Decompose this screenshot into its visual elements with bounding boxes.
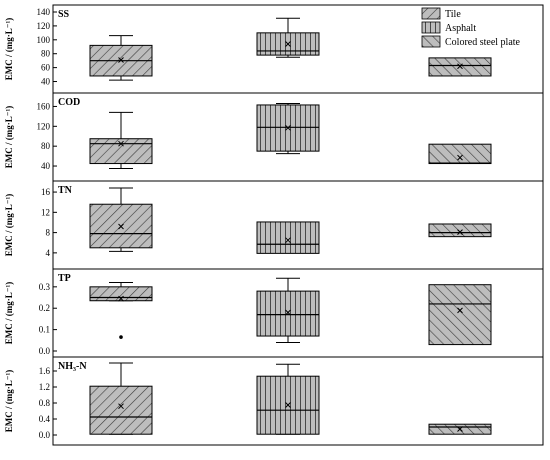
box-steel xyxy=(428,223,492,238)
y-tick-label: 0.0 xyxy=(39,346,51,356)
y-axis-label: EMC / (mg·L⁻¹) xyxy=(4,370,14,432)
y-tick-label: 0.3 xyxy=(39,282,51,292)
mean-marker xyxy=(285,309,291,316)
panels-layer: SS 40 60 80 100 120 140 EMC / (mg·L⁻¹) COD 40 80 12… xyxy=(4,4,544,446)
y-tick-label: 0.1 xyxy=(39,325,50,335)
box-steel xyxy=(428,57,492,77)
box-iqr xyxy=(428,284,492,346)
box-asphalt xyxy=(256,17,320,58)
y-tick-label: 140 xyxy=(37,7,51,17)
outlier-point xyxy=(119,335,123,339)
box-tile xyxy=(89,35,153,81)
y-tick-label: 16 xyxy=(41,187,51,197)
y-tick-label: 160 xyxy=(37,101,51,111)
mean-marker xyxy=(285,237,291,244)
mean-marker xyxy=(118,295,124,302)
box-iqr xyxy=(89,138,153,165)
box-tile xyxy=(89,282,153,339)
y-tick-label: 0.0 xyxy=(39,430,51,440)
panel-0: SS 40 60 80 100 120 140 EMC / (mg·L⁻¹) xyxy=(4,4,544,94)
panel-title: TN xyxy=(58,185,73,196)
panel-2: TN 4 8 12 16 EMC / (mg·L⁻¹) xyxy=(4,180,544,270)
y-axis-label: EMC / (mg·L⁻¹) xyxy=(4,18,14,80)
panel-title: SS xyxy=(58,9,70,20)
panel-title: COD xyxy=(58,97,80,108)
y-tick-label: 60 xyxy=(41,63,51,73)
panel-title: NH₃-N xyxy=(58,361,87,372)
box-iqr xyxy=(89,385,153,435)
panel-4: NH₃-N 0.0 0.4 0.8 1.2 1.6 EMC / (mg·L⁻¹) xyxy=(4,356,544,446)
y-axis-label: EMC / (mg·L⁻¹) xyxy=(4,282,14,344)
mean-marker xyxy=(457,307,463,314)
legend-label-asphalt: Asphalt xyxy=(445,23,476,34)
box-steel xyxy=(428,284,492,346)
y-tick-label: 0.2 xyxy=(39,303,50,313)
mean-marker xyxy=(457,63,463,70)
mean-marker xyxy=(457,154,463,161)
y-tick-label: 80 xyxy=(41,141,51,151)
mean-marker xyxy=(285,124,291,131)
box-steel xyxy=(428,143,492,165)
mean-marker xyxy=(457,426,463,432)
y-tick-label: 4 xyxy=(46,248,51,258)
y-tick-label: 120 xyxy=(37,121,51,131)
y-tick-label: 0.4 xyxy=(39,414,51,424)
panel-title: TP xyxy=(58,273,71,284)
y-tick-label: 0.8 xyxy=(39,398,51,408)
mean-marker xyxy=(285,402,291,408)
box-steel xyxy=(428,423,492,435)
y-tick-label: 100 xyxy=(37,35,51,45)
box-iqr xyxy=(428,223,492,238)
legend-swatch-asphalt xyxy=(421,21,441,34)
legend-swatch-steel xyxy=(421,35,441,48)
y-tick-label: 80 xyxy=(41,49,51,59)
y-axis-label: EMC / (mg·L⁻¹) xyxy=(4,194,14,256)
mean-marker xyxy=(118,223,124,230)
y-axis-label: EMC / (mg·L⁻¹) xyxy=(4,106,14,168)
panel-frame xyxy=(52,356,544,446)
box-tile xyxy=(89,362,153,435)
y-tick-label: 40 xyxy=(41,161,51,171)
box-tile xyxy=(89,111,153,170)
box-asphalt xyxy=(256,277,320,343)
y-tick-label: 1.6 xyxy=(39,366,51,376)
box-iqr xyxy=(256,221,320,254)
panel-3: TP 0.0 0.1 0.2 0.3 EMC / (mg·L⁻¹) xyxy=(4,268,544,358)
box-asphalt xyxy=(256,102,320,155)
panel-1: COD 40 80 120 160 EMC / (mg·L⁻¹) xyxy=(4,92,544,182)
box-iqr xyxy=(256,290,320,337)
legend-label-steel: Colored steel plate xyxy=(445,37,521,48)
box-iqr xyxy=(428,143,492,165)
box-asphalt xyxy=(256,363,320,435)
box-tile xyxy=(89,187,153,252)
mean-marker xyxy=(457,229,463,235)
y-tick-label: 1.2 xyxy=(39,382,50,392)
y-tick-label: 8 xyxy=(46,228,51,238)
mean-marker xyxy=(118,140,124,147)
legend-label-tile: Tile xyxy=(445,9,461,20)
legend-swatch-tile xyxy=(421,7,441,20)
y-tick-label: 12 xyxy=(41,207,50,217)
y-tick-label: 40 xyxy=(41,77,51,87)
y-tick-label: 120 xyxy=(37,21,51,31)
legend: Tile Asphalt Colored steel plate xyxy=(421,7,521,48)
box-asphalt xyxy=(256,221,320,254)
mean-marker xyxy=(118,57,124,63)
mean-marker xyxy=(118,403,124,410)
mean-marker xyxy=(285,41,291,47)
